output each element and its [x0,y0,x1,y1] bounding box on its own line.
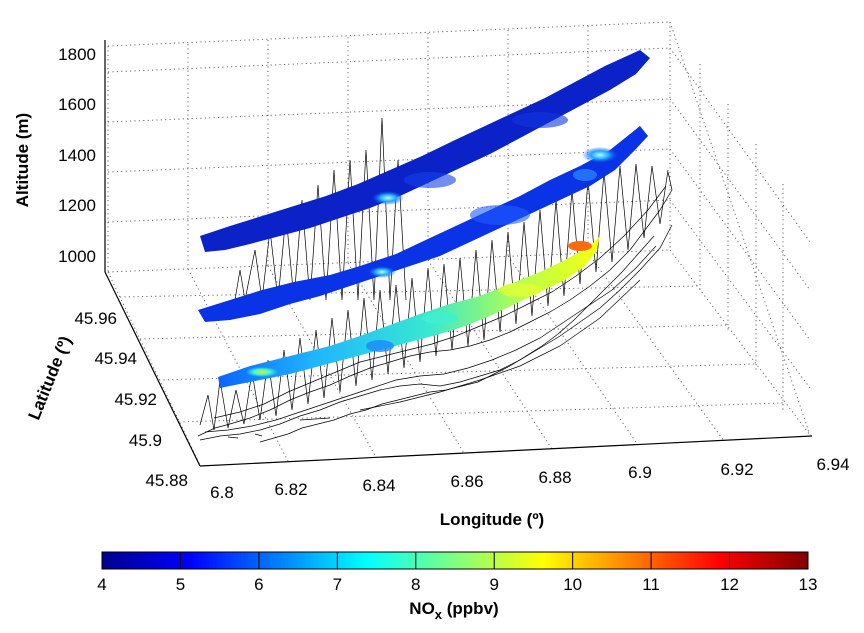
y-axis-label: Latitude (º) [25,333,76,422]
z-tick-label: 1600 [58,95,96,114]
colorbar-tick-label: 10 [563,575,582,594]
colorbar-ticks: 4 5 6 7 8 9 10 11 12 13 [97,552,817,594]
y-axis-line [104,271,201,467]
blob-mid-west [368,266,396,278]
z-axis-ticks: 1800 1600 1400 1200 1000 [58,45,96,266]
colorbar-tick-label: 5 [176,575,185,594]
colorbar-label-sub: x [435,607,443,622]
z-tick-label: 1200 [58,196,96,215]
slice-low [218,236,600,388]
blob-mid-east [582,147,618,163]
grid-lines [107,21,811,466]
slice-high [200,50,650,252]
y-axis-ticks: 45.88 45.9 45.92 45.94 45.96 [74,309,188,490]
colorbar-label: NOx (ppbv) [409,599,498,622]
colorbar-tick-label: 8 [411,575,420,594]
colorbar-tick-label: 9 [489,575,498,594]
colorbar-gradient [101,551,809,570]
x-tick-label: 6.94 [816,455,849,474]
x-axis-label: Longitude (º) [440,510,544,529]
x-tick-label: 6.82 [274,480,307,499]
y-tick-label: 45.96 [74,309,117,328]
y-tick-label: 45.88 [145,471,188,490]
axes [104,40,813,467]
hotspot-low-east [568,241,592,251]
colorbar-label-main: NO [409,599,435,618]
z-axis-label: Altitude (m) [13,113,32,207]
y-tick-label: 45.94 [94,349,137,368]
hotspot-low-west [246,367,278,377]
colorbar-tick-label: 7 [333,575,342,594]
colorbar-tick-label: 12 [720,575,739,594]
colorbar-label-unit: (ppbv) [442,599,499,618]
z-tick-label: 1000 [58,247,96,266]
blob-high [372,191,404,205]
colorbar-tick-label: 11 [642,575,660,594]
x-axis-ticks: 6.8 6.82 6.84 6.86 6.88 6.9 6.92 6.94 [210,455,849,502]
x-tick-label: 6.84 [362,476,395,495]
z-tick-label: 1400 [58,146,96,165]
slice-mid [198,126,648,322]
y-tick-label: 45.92 [114,390,157,409]
colorbar-tick-label: 13 [799,575,818,594]
z-tick-label: 1800 [58,45,96,64]
colorbar-tick-label: 4 [97,575,106,594]
x-tick-label: 6.8 [210,483,234,502]
x-tick-label: 6.86 [450,472,483,491]
colorbar-tick-label: 6 [254,575,263,594]
x-axis-line [199,435,813,467]
x-tick-label: 6.9 [628,463,652,482]
colorbar: 4 5 6 7 8 9 10 11 12 13 NOx (ppbv) [97,551,817,622]
terrain-mesh [197,117,673,443]
x-tick-label: 6.92 [720,460,753,479]
x-tick-label: 6.88 [538,468,571,487]
y-tick-label: 45.9 [129,431,162,450]
